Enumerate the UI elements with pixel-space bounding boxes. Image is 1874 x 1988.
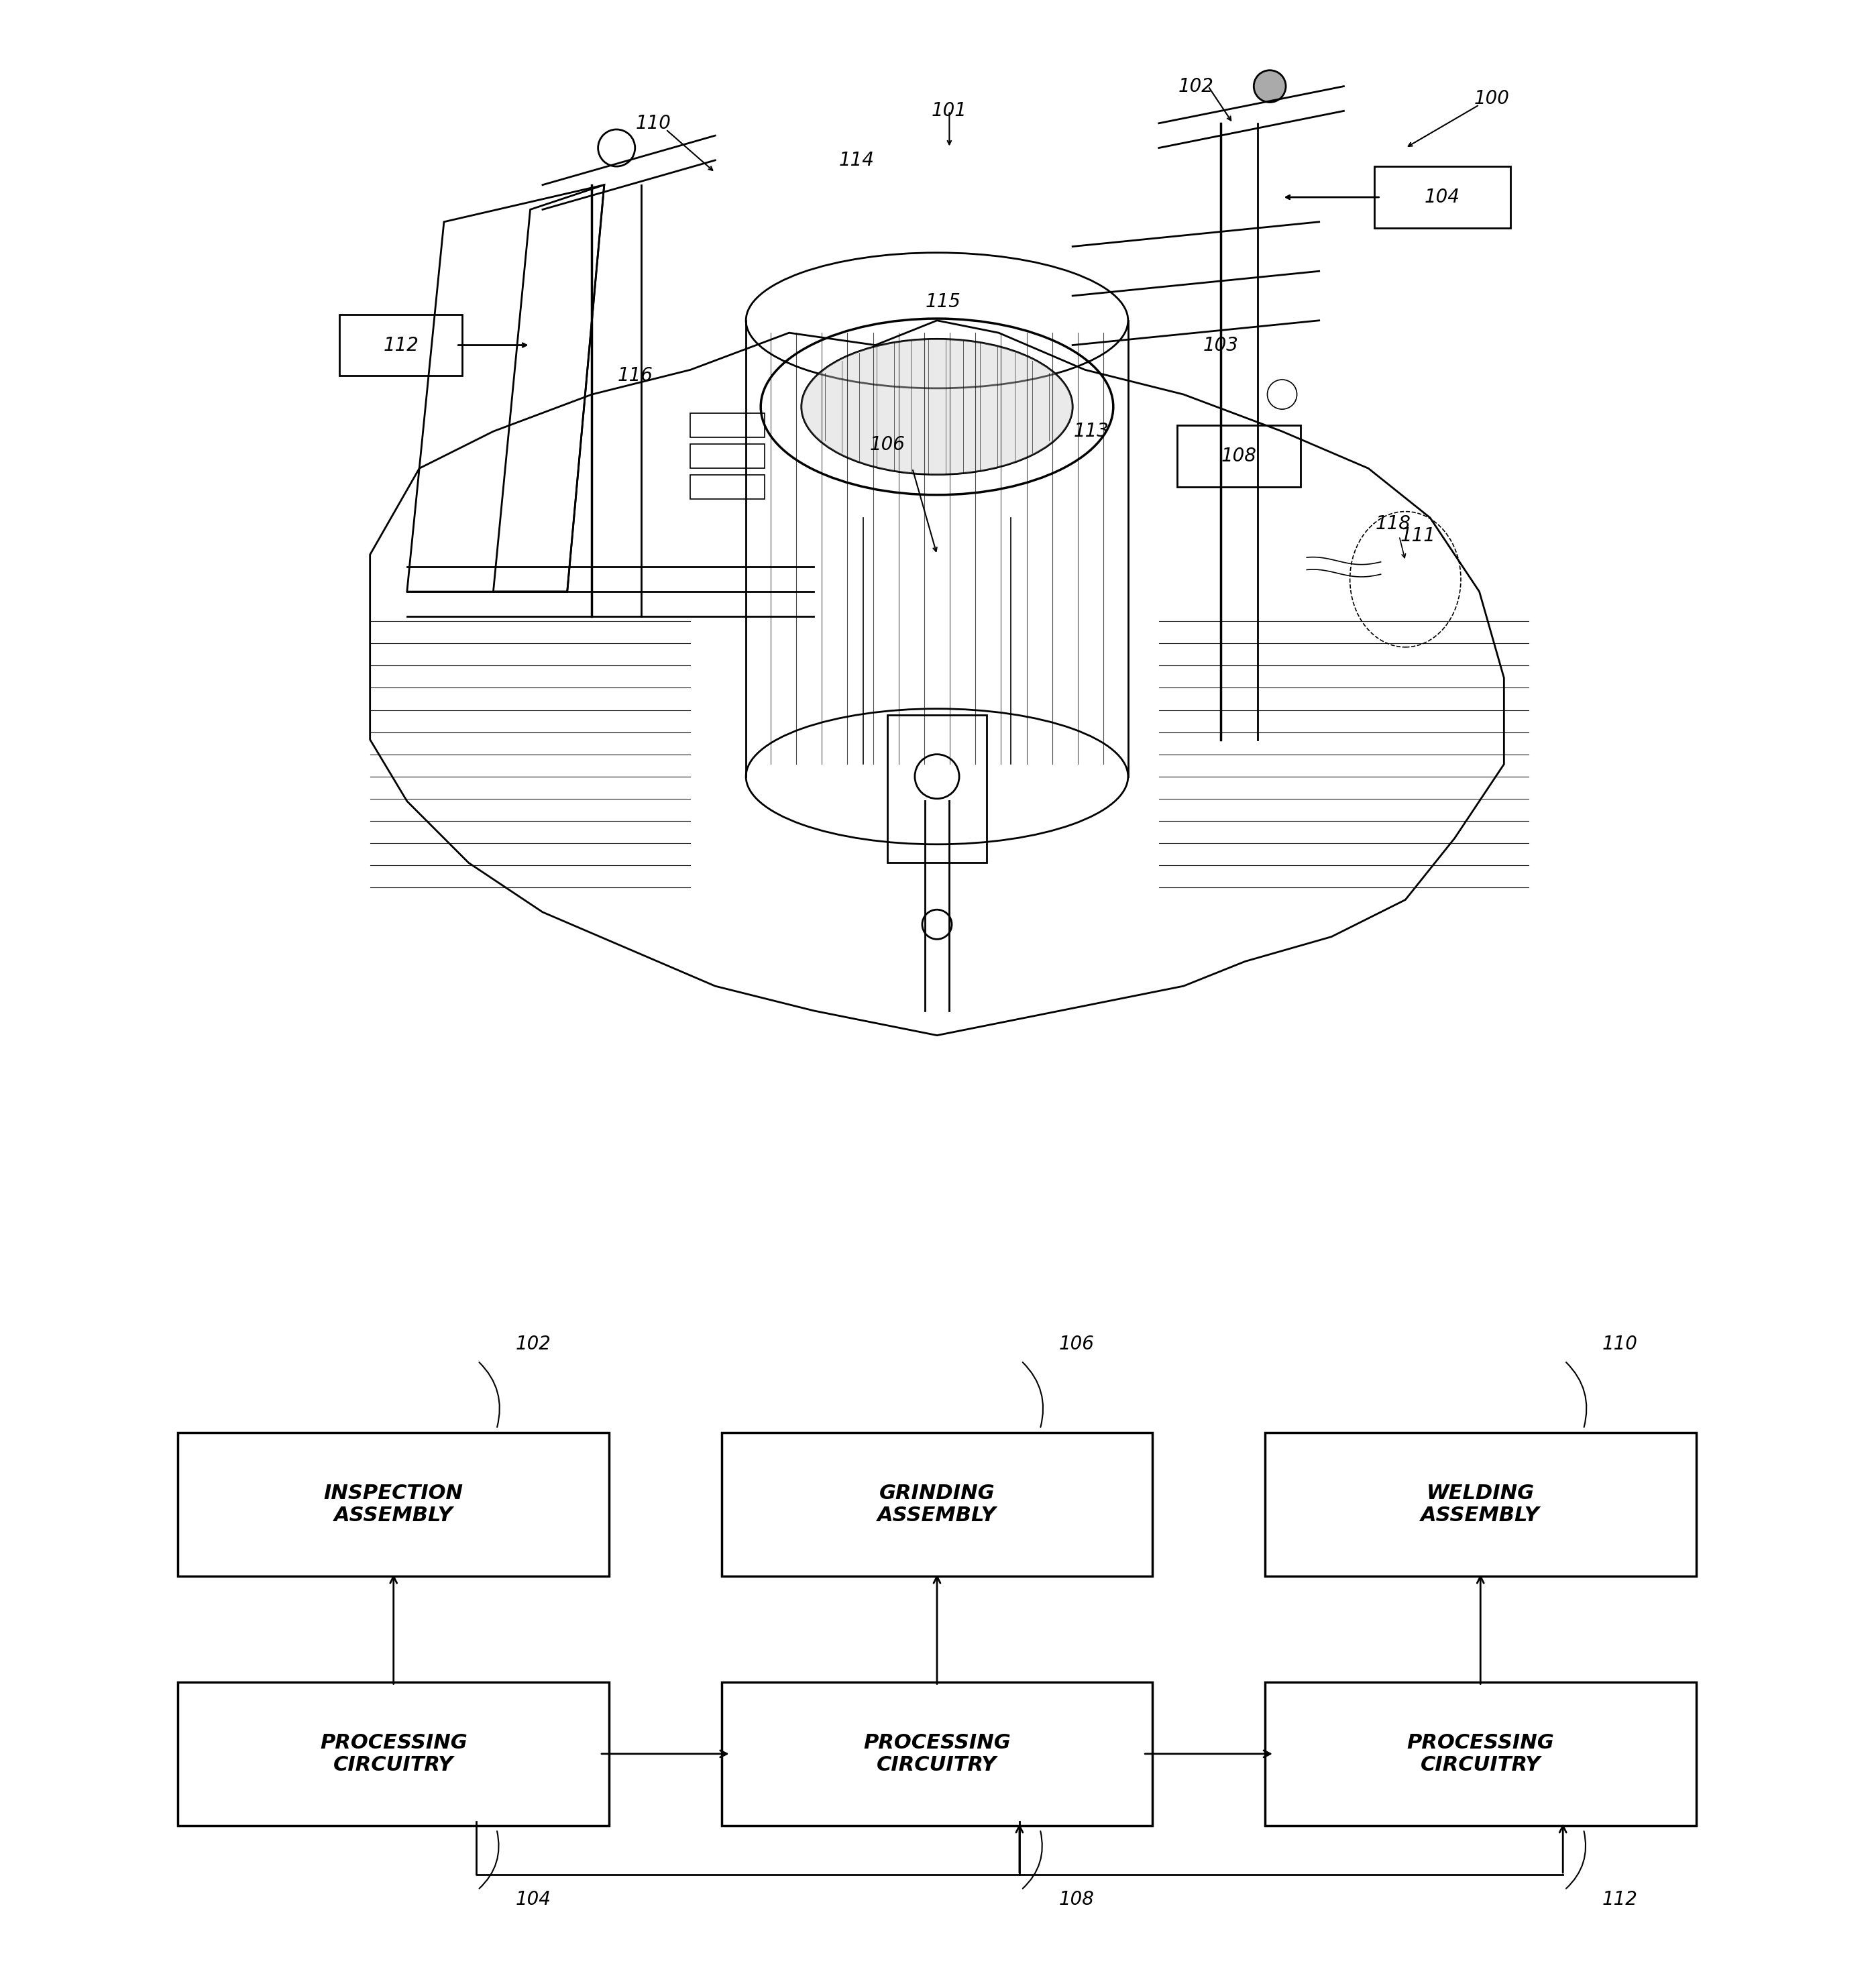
Text: GRINDING
ASSEMBLY: GRINDING ASSEMBLY	[877, 1483, 997, 1525]
Text: WELDING
ASSEMBLY: WELDING ASSEMBLY	[1420, 1483, 1540, 1525]
Text: 115: 115	[926, 292, 961, 312]
Text: 106: 106	[1059, 1334, 1094, 1354]
Text: 106: 106	[870, 435, 905, 453]
Bar	[690, 475, 765, 499]
Text: PROCESSING
CIRCUITRY: PROCESSING CIRCUITRY	[864, 1734, 1010, 1775]
Text: 100: 100	[1475, 89, 1509, 107]
Text: 108: 108	[1059, 1891, 1094, 1908]
Text: 104: 104	[1424, 187, 1460, 207]
Bar	[690, 414, 765, 437]
Text: 108: 108	[1222, 447, 1257, 465]
Text: 112: 112	[1602, 1891, 1638, 1908]
Text: 110: 110	[1602, 1334, 1638, 1354]
Text: 116: 116	[617, 366, 652, 386]
Text: 101: 101	[931, 101, 967, 121]
Text: 102: 102	[1179, 78, 1214, 95]
Text: INSPECTION
ASSEMBLY: INSPECTION ASSEMBLY	[324, 1483, 463, 1525]
Text: 113: 113	[1074, 421, 1109, 441]
Text: 103: 103	[1203, 336, 1239, 354]
Text: 104: 104	[515, 1891, 551, 1908]
Bar	[690, 443, 765, 469]
Ellipse shape	[802, 340, 1072, 475]
Circle shape	[1254, 70, 1286, 101]
Text: PROCESSING
CIRCUITRY: PROCESSING CIRCUITRY	[320, 1734, 467, 1775]
Text: 118: 118	[1376, 515, 1411, 533]
Text: 112: 112	[382, 336, 418, 354]
Text: 114: 114	[840, 151, 875, 169]
Text: PROCESSING
CIRCUITRY: PROCESSING CIRCUITRY	[1407, 1734, 1554, 1775]
Bar	[888, 716, 986, 863]
Text: 111: 111	[1400, 527, 1435, 545]
Text: 102: 102	[515, 1334, 551, 1354]
Text: 110: 110	[635, 113, 671, 133]
